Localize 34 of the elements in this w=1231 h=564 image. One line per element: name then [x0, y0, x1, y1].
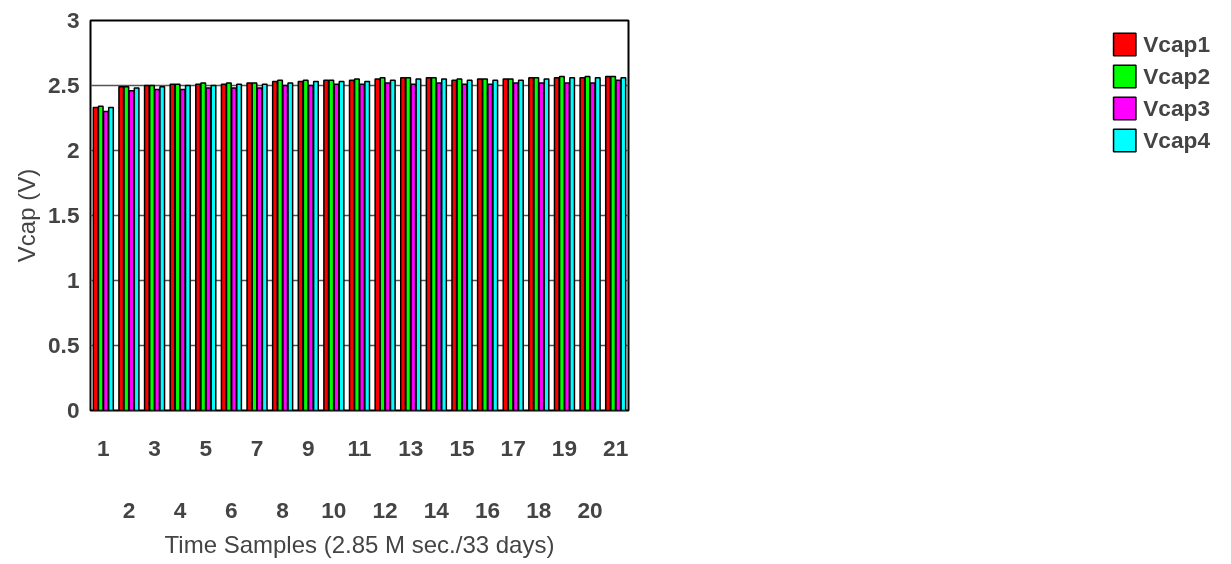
x-tick-label: 20	[577, 496, 603, 523]
x-tick-label: 19	[551, 434, 578, 461]
x-tick-label: 17	[500, 434, 526, 461]
y-axis-title: Vcap (V)	[13, 168, 40, 263]
x-tick-label: 5	[199, 434, 213, 461]
y-tick-label: 1	[66, 267, 80, 293]
x-tick-label: 12	[372, 496, 398, 523]
y-tick-label: 3	[66, 7, 80, 33]
x-tick-label: 4	[173, 496, 187, 523]
y-tick-label: 2	[66, 137, 80, 163]
x-tick-label: 13	[398, 434, 424, 461]
x-tick-label: 10	[321, 496, 347, 523]
legend-label: Vcap3	[1143, 94, 1210, 122]
x-tick-label: 15	[449, 434, 475, 461]
legend-label: Vcap1	[1143, 30, 1210, 58]
x-tick-label: 18	[526, 496, 552, 523]
x-tick-label: 6	[225, 496, 238, 523]
y-tick-label: 1.5	[48, 202, 80, 228]
x-tick-label: 11	[347, 434, 372, 461]
x-tick-label: 21	[603, 434, 629, 461]
x-tick-label: 8	[276, 496, 289, 523]
x-tick-label: 14	[423, 496, 450, 523]
x-tick-label: 3	[148, 434, 161, 461]
x-tick-label: 9	[301, 434, 315, 461]
legend-label: Vcap4	[1143, 126, 1210, 154]
y-tick-label: 0	[66, 397, 80, 423]
y-tick-label: 2.5	[48, 72, 80, 98]
x-tick-label: 1	[97, 434, 110, 461]
x-tick-label: 2	[122, 496, 136, 523]
x-tick-label: 16	[474, 496, 501, 523]
legend-label: Vcap2	[1143, 62, 1210, 90]
x-axis-title: Time Samples (2.85 M sec./33 days)	[164, 530, 555, 558]
y-tick-label: 0.5	[48, 332, 80, 358]
x-tick-label: 7	[250, 434, 264, 461]
